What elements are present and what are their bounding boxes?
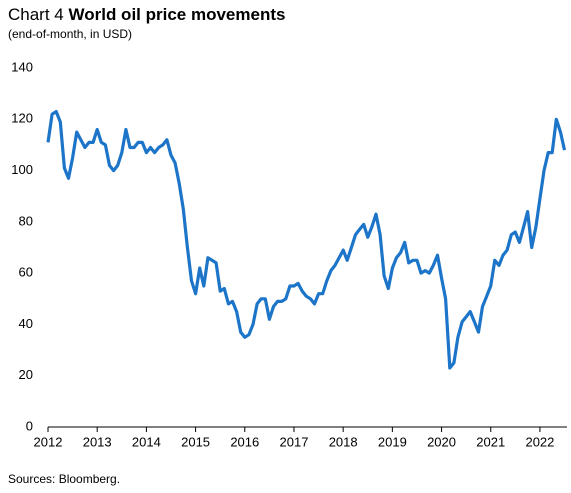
source-note: Sources: Bloomberg. [8,472,120,486]
x-tick-label: 2018 [329,434,358,449]
x-tick-label: 2022 [525,434,554,449]
y-tick-label: 140 [11,59,33,74]
chart-number: Chart 4 [8,5,64,24]
y-tick-label: 20 [19,367,33,382]
chart-subtitle: (end-of-month, in USD) [8,27,132,41]
y-tick-label: 60 [19,265,33,280]
y-tick-label: 120 [11,111,33,126]
x-tick-label: 2016 [230,434,259,449]
y-tick-label: 80 [19,213,33,228]
chart-title: Chart 4 World oil price movements [8,5,285,24]
title-text: World oil price movements [68,5,285,24]
x-tick-label: 2019 [378,434,407,449]
x-tick-label: 2012 [34,434,63,449]
y-tick-label: 40 [19,316,33,331]
y-tick-label: 100 [11,162,33,177]
y-tick-label: 0 [26,418,33,433]
x-tick-label: 2014 [132,434,161,449]
x-tick-label: 2021 [476,434,505,449]
x-tick-label: 2013 [83,434,112,449]
x-tick-label: 2020 [427,434,456,449]
x-tick-label: 2015 [181,434,210,449]
x-tick-label: 2017 [280,434,309,449]
price-line [46,110,567,370]
